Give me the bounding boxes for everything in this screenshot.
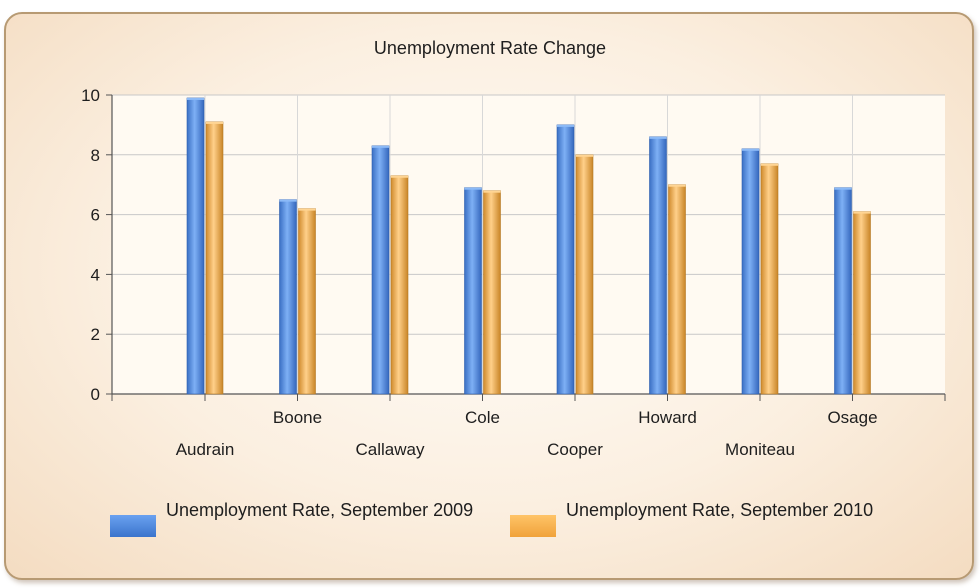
y-tick-label-6: 6 [91,206,100,225]
bar-top-2009-callaway [372,145,389,148]
plot-area [112,95,945,394]
bar-top-2009-boone [279,199,297,202]
legend-item-2009: Unemployment Rate, September 2009 [110,500,496,537]
bar-2010-osage [853,211,871,395]
bar-top-2010-cooper [576,154,593,157]
y-tick-label-10: 10 [81,86,100,105]
x-tick-label-moniteau: Moniteau [725,440,795,459]
bar-2009-moniteau [741,148,760,395]
bar-2009-cooper [556,124,575,395]
bar-top-2010-moniteau [761,163,778,166]
y-tick-label-0: 0 [91,385,100,404]
chart-title: Unemployment Rate Change [373,38,607,58]
top-strip [0,0,980,14]
bar-top-2010-cole [483,190,501,193]
x-tick-label-callaway: Callaway [356,440,425,459]
x-tick-label-howard: Howard [638,408,697,427]
bar-top-2010-audrain [206,121,223,124]
bar-2009-osage [834,187,852,395]
bar-2010-moniteau [760,163,779,395]
x-tick-label-cooper: Cooper [547,440,603,459]
bar-2010-audrain [205,121,224,395]
legend-swatch-2010 [510,515,556,537]
bar-top-2010-callaway [391,175,408,178]
bar-2009-cole [464,187,482,395]
legend-label-2010: Unemployment Rate, September 2010 [566,500,874,520]
bar-2009-howard [649,136,667,395]
y-tick-label-2: 2 [91,325,100,344]
bar-top-2009-cooper [557,124,574,127]
bar-top-2010-howard [668,184,686,187]
x-tick-label-osage: Osage [827,408,877,427]
bar-2010-cooper [575,154,594,395]
bar-2010-cole [483,190,501,395]
bar-2010-howard [668,184,686,395]
legend-label-2009: Unemployment Rate, September 2009 [166,500,474,520]
bar-2010-callaway [390,175,409,395]
bar-2009-callaway [371,145,390,395]
bar-top-2010-osage [853,211,871,214]
bar-top-2009-howard [649,136,667,139]
bar-top-2009-cole [464,187,482,190]
y-tick-label-8: 8 [91,146,100,165]
y-tick-label-4: 4 [91,265,100,284]
x-tick-label-audrain: Audrain [176,440,235,459]
bar-2009-audrain [186,97,205,395]
legend-swatch-2009 [110,515,156,537]
x-tick-label-cole: Cole [465,408,500,427]
bar-top-2009-moniteau [742,148,759,151]
x-tick-label-boone: Boone [273,408,322,427]
bar-top-2009-osage [834,187,852,190]
bar-2010-boone [298,208,316,395]
legend-item-2010: Unemployment Rate, September 2010 [510,500,896,537]
bar-top-2009-audrain [187,97,204,100]
bar-top-2010-boone [298,208,316,211]
legend: Unemployment Rate, September 2009 Unempl… [110,500,950,560]
bar-2009-boone [279,199,297,395]
